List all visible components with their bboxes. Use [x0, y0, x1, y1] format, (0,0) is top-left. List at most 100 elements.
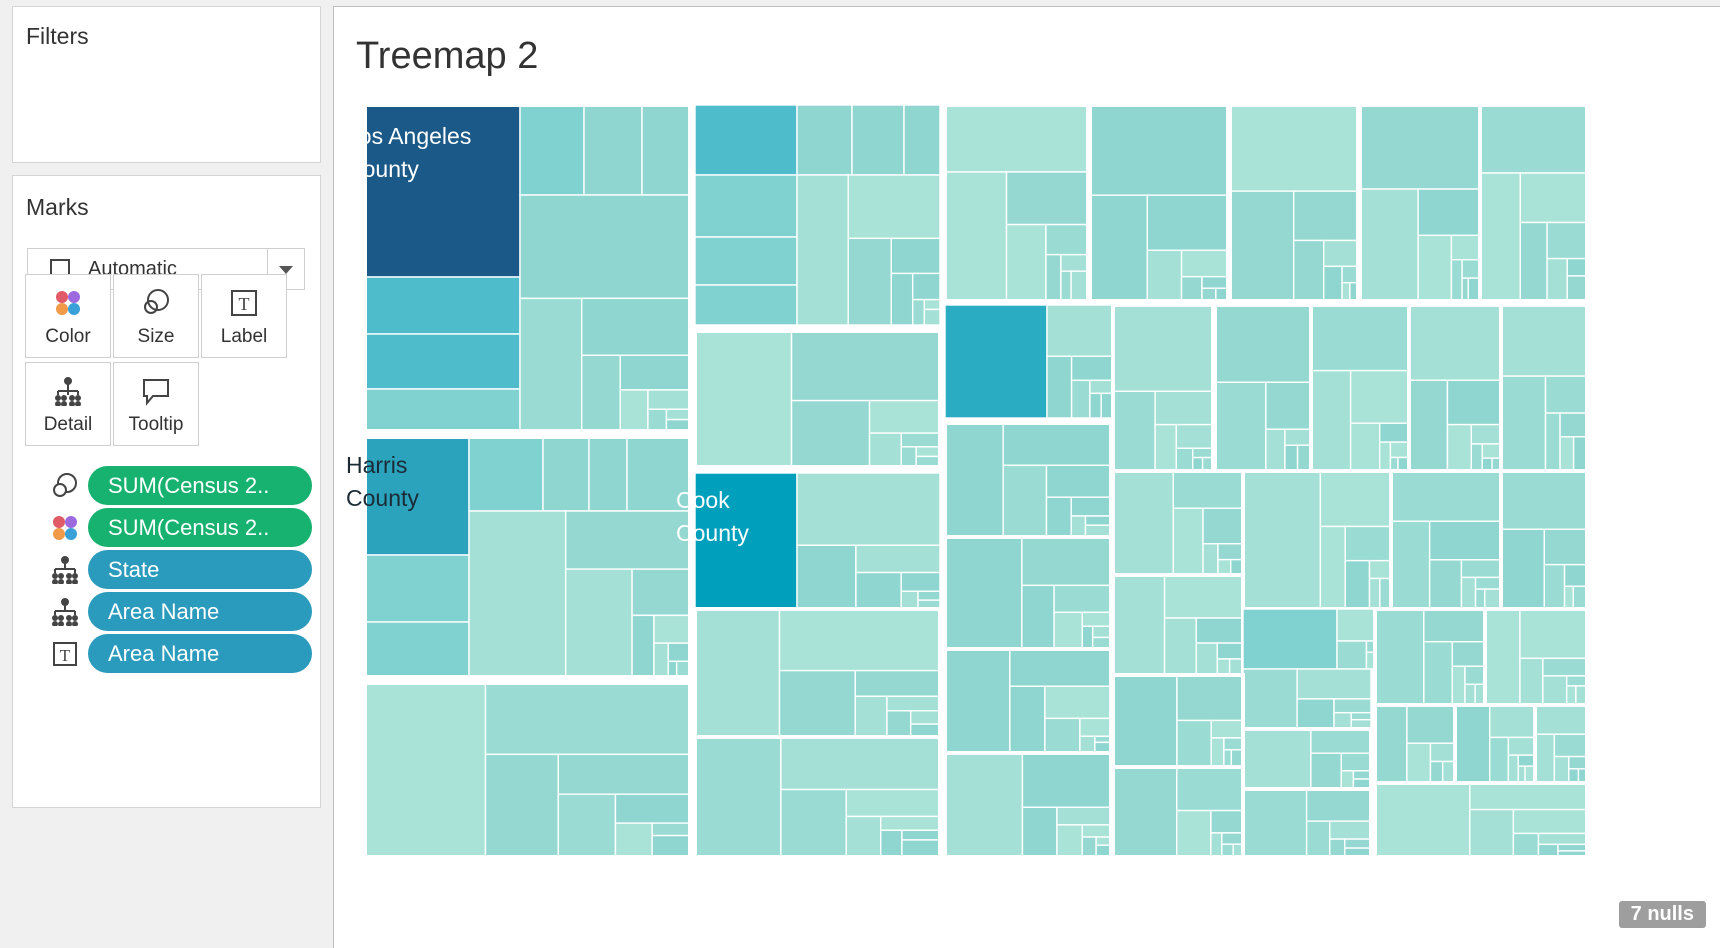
treemap-cell[interactable]	[667, 660, 678, 678]
treemap-cell[interactable]	[667, 642, 691, 663]
treemap-cell[interactable]	[1423, 608, 1486, 643]
treemap-cell[interactable]	[1296, 668, 1372, 700]
treemap-cell[interactable]	[1210, 737, 1225, 768]
treemap-cell[interactable]	[1389, 441, 1410, 459]
treemap-cell[interactable]	[944, 422, 1004, 538]
treemap-cell[interactable]	[1319, 470, 1392, 528]
treemap-cell[interactable]	[1044, 685, 1112, 720]
treemap-cell[interactable]	[1519, 657, 1544, 706]
area-name-label-pill[interactable]: Area Name	[88, 634, 312, 673]
treemap-cell[interactable]	[1070, 270, 1089, 302]
treemap-cell[interactable]	[1070, 496, 1112, 517]
treemap-cell[interactable]	[923, 298, 941, 311]
treemap-cell[interactable]	[694, 608, 781, 738]
treemap-cell[interactable]	[855, 544, 941, 574]
treemap-cell[interactable]	[1423, 641, 1453, 706]
treemap-cell[interactable]	[1352, 770, 1372, 780]
treemap-cell[interactable]	[1543, 563, 1566, 610]
treemap-cell[interactable]	[1559, 436, 1575, 472]
treemap-cell[interactable]	[1089, 379, 1114, 395]
treemap-cell[interactable]	[1333, 698, 1372, 714]
treemap-cell[interactable]	[365, 333, 521, 390]
treemap-cell[interactable]	[1296, 698, 1335, 730]
treemap-cell[interactable]	[1176, 674, 1244, 722]
treemap-cell[interactable]	[1242, 668, 1298, 730]
treemap-cell[interactable]	[1512, 832, 1540, 857]
treemap-cell[interactable]	[653, 642, 669, 678]
treemap-cell[interactable]	[1565, 675, 1587, 687]
treemap-cell[interactable]	[1484, 608, 1521, 706]
treemap-cell[interactable]	[1368, 559, 1392, 580]
treemap-cell[interactable]	[1112, 574, 1166, 676]
treemap-cell[interactable]	[1242, 470, 1322, 610]
treemap-cell[interactable]	[1323, 265, 1343, 302]
treemap-cell[interactable]	[1553, 733, 1587, 758]
treemap-cell[interactable]	[1005, 171, 1089, 226]
cook-county-cell[interactable]	[694, 472, 798, 610]
treemap-cell[interactable]	[1390, 470, 1502, 522]
treemap-cell[interactable]	[1408, 304, 1502, 381]
treemap-cell[interactable]	[1566, 257, 1587, 277]
treemap-cell[interactable]	[581, 354, 621, 432]
treemap-cell[interactable]	[1242, 608, 1338, 670]
treemap-cell[interactable]	[1292, 239, 1325, 302]
treemap-cell[interactable]	[1341, 265, 1359, 284]
treemap-cell[interactable]	[1500, 375, 1547, 472]
treemap-cell[interactable]	[1479, 172, 1522, 302]
treemap-cell[interactable]	[1216, 658, 1231, 676]
treemap-cell[interactable]	[1089, 392, 1102, 419]
treemap-cell[interactable]	[583, 105, 643, 196]
treemap-cell[interactable]	[1081, 836, 1097, 857]
treemap-cell[interactable]	[1406, 704, 1456, 744]
treemap-cell[interactable]	[1021, 536, 1112, 587]
treemap-cell[interactable]	[1451, 641, 1486, 667]
treemap-cell[interactable]	[1563, 585, 1575, 610]
treemap-cell[interactable]	[1089, 105, 1229, 196]
treemap-cell[interactable]	[1446, 423, 1473, 472]
treemap-cell[interactable]	[1009, 685, 1046, 754]
treemap-cell[interactable]	[1336, 640, 1368, 670]
size-button[interactable]: Size	[113, 274, 199, 358]
treemap-cell[interactable]	[1081, 625, 1094, 650]
treemap-cell[interactable]	[847, 237, 892, 326]
treemap-cell[interactable]	[923, 308, 941, 326]
treemap-cell[interactable]	[1228, 658, 1244, 676]
treemap-cell[interactable]	[845, 815, 882, 857]
treemap-cell[interactable]	[1242, 788, 1308, 857]
treemap-cell[interactable]	[845, 788, 941, 818]
filters-panel[interactable]: Filters	[12, 6, 321, 163]
treemap-cell[interactable]	[1374, 608, 1425, 706]
treemap-cell[interactable]	[1460, 576, 1477, 610]
treemap-cell[interactable]	[1519, 172, 1587, 224]
treemap-cell[interactable]	[900, 571, 941, 593]
treemap-cell[interactable]	[780, 736, 941, 791]
treemap-cell[interactable]	[1461, 277, 1469, 302]
treemap-cell[interactable]	[641, 105, 691, 196]
treemap-cell[interactable]	[1359, 188, 1419, 302]
treemap[interactable]	[365, 105, 1587, 857]
treemap-cell[interactable]	[1265, 428, 1286, 472]
treemap-cell[interactable]	[1534, 733, 1556, 784]
treemap-cell[interactable]	[1553, 755, 1570, 784]
treemap-cell[interactable]	[1310, 728, 1372, 754]
treemap-cell[interactable]	[647, 389, 691, 410]
treemap-cell[interactable]	[1408, 379, 1449, 472]
treemap-cell[interactable]	[519, 194, 691, 300]
treemap-cell[interactable]	[1210, 832, 1223, 857]
treemap-cell[interactable]	[1429, 742, 1456, 763]
treemap-cell[interactable]	[1112, 674, 1178, 768]
treemap-cell[interactable]	[890, 237, 941, 275]
treemap-cell[interactable]	[1202, 543, 1219, 576]
detail-button[interactable]: Detail	[25, 362, 111, 446]
treemap-cell[interactable]	[1341, 281, 1351, 302]
treemap-cell[interactable]	[944, 105, 1089, 173]
treemap-cell[interactable]	[484, 682, 691, 756]
treemap-cell[interactable]	[1217, 558, 1232, 576]
treemap-cell[interactable]	[365, 554, 470, 623]
treemap-cell[interactable]	[365, 621, 470, 678]
treemap-cell[interactable]	[1223, 737, 1244, 751]
treemap-cell[interactable]	[780, 788, 847, 857]
treemap-cell[interactable]	[564, 568, 633, 678]
treemap-cell[interactable]	[1292, 190, 1359, 242]
treemap-cell[interactable]	[1089, 194, 1149, 302]
